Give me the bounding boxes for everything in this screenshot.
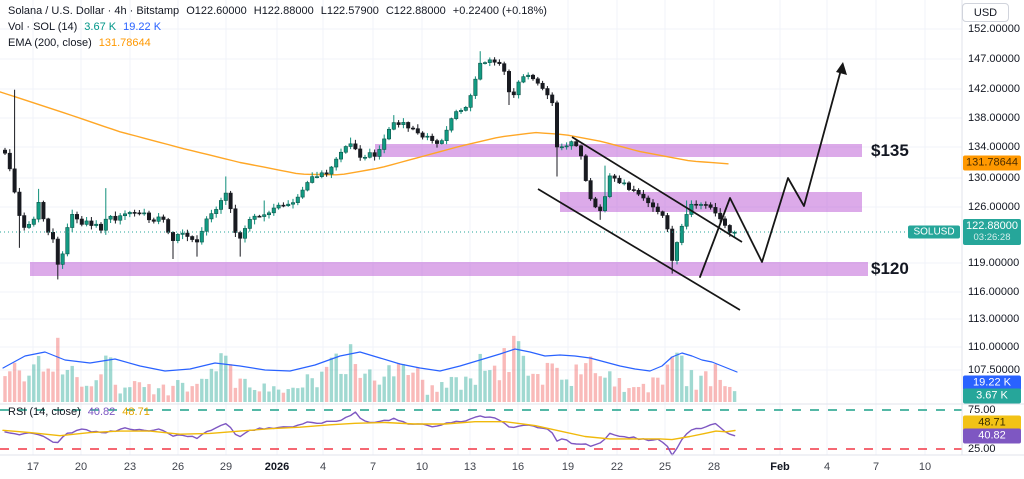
last-price-badge: 122.88000 03:26:28 bbox=[963, 219, 1021, 245]
time-axis-label: 22 bbox=[610, 461, 624, 473]
volume-ma-value: 19.22 K bbox=[123, 21, 162, 33]
price-axis-label: 152.00000 bbox=[968, 23, 1020, 35]
ema-axis-badge: 131.78644 bbox=[963, 155, 1021, 171]
ohlc-open: O122.60000 bbox=[186, 5, 247, 17]
price-axis-label: 126.00000 bbox=[968, 201, 1020, 213]
price-axis-label: 110.00000 bbox=[968, 341, 1020, 353]
price-axis-label: 25.00 bbox=[968, 443, 996, 455]
time-axis-label: 13 bbox=[463, 461, 477, 473]
price-axis-label: 147.00000 bbox=[968, 53, 1020, 65]
rsi-ma-badge: 48.71 bbox=[963, 415, 1021, 431]
time-axis-label: 17 bbox=[26, 461, 40, 473]
price-axis-label: 107.50000 bbox=[968, 364, 1020, 376]
last-price-value: 122.88000 bbox=[966, 220, 1018, 232]
volume-bars bbox=[3, 335, 737, 402]
ema-value: 131.78644 bbox=[98, 37, 151, 49]
symbol-legend-row[interactable]: Solana / U.S. Dollar · 4h · Bitstamp O12… bbox=[8, 4, 547, 18]
time-axis-label: 28 bbox=[707, 461, 721, 473]
time-axis-label: 4 bbox=[823, 461, 831, 473]
time-axis-label: 19 bbox=[561, 461, 575, 473]
rsi-ma-value: 48.71 bbox=[122, 406, 150, 418]
price-axis-label: 116.00000 bbox=[968, 286, 1020, 298]
ohlc-close: C122.88000 bbox=[385, 5, 446, 17]
pane-borders bbox=[0, 0, 1024, 456]
price-axis-label: 134.00000 bbox=[968, 141, 1020, 153]
symbol-title: Solana / U.S. Dollar · 4h · Bitstamp bbox=[8, 5, 180, 17]
time-axis-label: Feb bbox=[770, 461, 790, 473]
price-axis-label: 113.00000 bbox=[968, 313, 1020, 325]
price-axis-label: 75.00 bbox=[968, 404, 996, 416]
time-axis-label: 4 bbox=[319, 461, 327, 473]
volume-badge: 3.67 K bbox=[963, 388, 1021, 404]
time-axis-label: 26 bbox=[171, 461, 185, 473]
price-axis-label: 142.00000 bbox=[968, 83, 1020, 95]
volume-legend-row[interactable]: Vol · SOL (14) 3.67 K 19.22 K bbox=[8, 20, 161, 34]
price-zone-bands[interactable] bbox=[30, 144, 868, 276]
time-axis-label: 29 bbox=[219, 461, 233, 473]
rsi-legend-row[interactable]: RSI (14, close) 40.82 48.71 bbox=[8, 405, 150, 419]
volume-value: 3.67 K bbox=[84, 21, 117, 33]
level-label-120[interactable]: $120 bbox=[871, 259, 909, 278]
ema-indicator-label: EMA (200, close) bbox=[8, 37, 92, 49]
price-change: +0.22400 (+0.18%) bbox=[452, 5, 547, 17]
time-axis-label: 10 bbox=[918, 461, 932, 473]
bar-countdown: 03:26:28 bbox=[973, 232, 1011, 243]
time-axis-label: 7 bbox=[369, 461, 377, 473]
volume-indicator-label: Vol · SOL (14) bbox=[8, 21, 78, 33]
ema-legend-row[interactable]: EMA (200, close) 131.78644 bbox=[8, 36, 151, 50]
time-axis-label: 10 bbox=[415, 461, 429, 473]
ohlc-high: H122.88000 bbox=[253, 5, 314, 17]
level-label-135[interactable]: $135 bbox=[871, 141, 909, 160]
ohlc-low: L122.57900 bbox=[320, 5, 379, 17]
projection-arrow[interactable] bbox=[699, 62, 847, 278]
symbol-price-tag: SOLUSD bbox=[908, 225, 960, 239]
time-axis-label: 20 bbox=[74, 461, 88, 473]
ema-line[interactable] bbox=[0, 91, 729, 176]
rsi-badge: 40.82 bbox=[963, 428, 1021, 444]
rsi-lines[interactable] bbox=[2, 411, 736, 456]
rsi-indicator-label: RSI (14, close) bbox=[8, 406, 81, 418]
time-axis-label: 16 bbox=[511, 461, 525, 473]
volume-ma-line bbox=[2, 348, 738, 373]
time-axis-label: 2026 bbox=[264, 461, 290, 473]
candlesticks[interactable] bbox=[2, 51, 737, 280]
price-axis-label: 138.00000 bbox=[968, 112, 1020, 124]
price-axis-label: 119.00000 bbox=[968, 257, 1020, 269]
grid-lines bbox=[0, 0, 962, 455]
volume-ma-badge: 19.22 K bbox=[963, 375, 1021, 391]
time-axis-label: 7 bbox=[872, 461, 880, 473]
trend-channel-lines[interactable] bbox=[537, 136, 743, 311]
price-axis-label: 130.00000 bbox=[968, 172, 1020, 184]
time-axis-label: 25 bbox=[658, 461, 672, 473]
rsi-value: 40.82 bbox=[87, 406, 116, 418]
currency-unit-button[interactable]: USD bbox=[962, 3, 1009, 22]
time-axis-label: 23 bbox=[123, 461, 137, 473]
